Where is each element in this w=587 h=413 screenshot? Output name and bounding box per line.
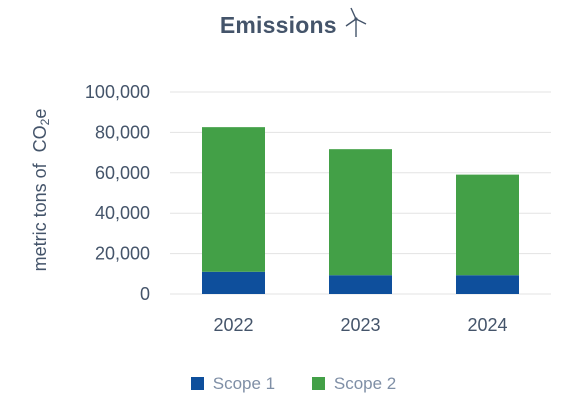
y-tick-label: 0 (140, 284, 150, 304)
y-tick-label: 80,000 (95, 122, 150, 142)
chart-title: Emissions (219, 12, 337, 38)
bar-scope-2-2023 (329, 149, 392, 276)
y-axis-ticks: 0 20,000 40,000 60,000 80,000 100,000 (85, 82, 150, 304)
bar-scope-1-2022 (202, 271, 265, 294)
legend-item-scope-2: Scope 2 (311, 374, 397, 394)
legend-label-scope-1: Scope 1 (212, 374, 276, 393)
wind-turbine-icon (345, 7, 367, 37)
x-axis-ticks: 2022 2023 2024 (213, 315, 507, 335)
legend-swatch-scope-1 (190, 377, 204, 390)
bar-scope-2-2022 (202, 127, 265, 272)
x-tick-label: 2022 (213, 315, 253, 335)
bar-scope-1-2023 (329, 275, 392, 294)
x-tick-label: 2024 (467, 315, 507, 335)
bars (202, 127, 519, 294)
legend-swatch-scope-2 (311, 377, 325, 390)
y-tick-label: 60,000 (95, 163, 150, 183)
y-tick-label: 100,000 (85, 82, 150, 102)
bar-scope-2-2024 (456, 174, 519, 276)
legend-item-scope-1: Scope 1 (190, 374, 276, 394)
legend-label-scope-2: Scope 2 (333, 374, 397, 393)
x-tick-label: 2023 (340, 315, 380, 335)
bar-scope-1-2024 (456, 275, 519, 294)
legend: Scope 1 Scope 2 (0, 374, 587, 394)
y-tick-label: 20,000 (95, 244, 150, 264)
y-tick-label: 40,000 (95, 203, 150, 223)
title-area: Emissions (0, 7, 587, 39)
